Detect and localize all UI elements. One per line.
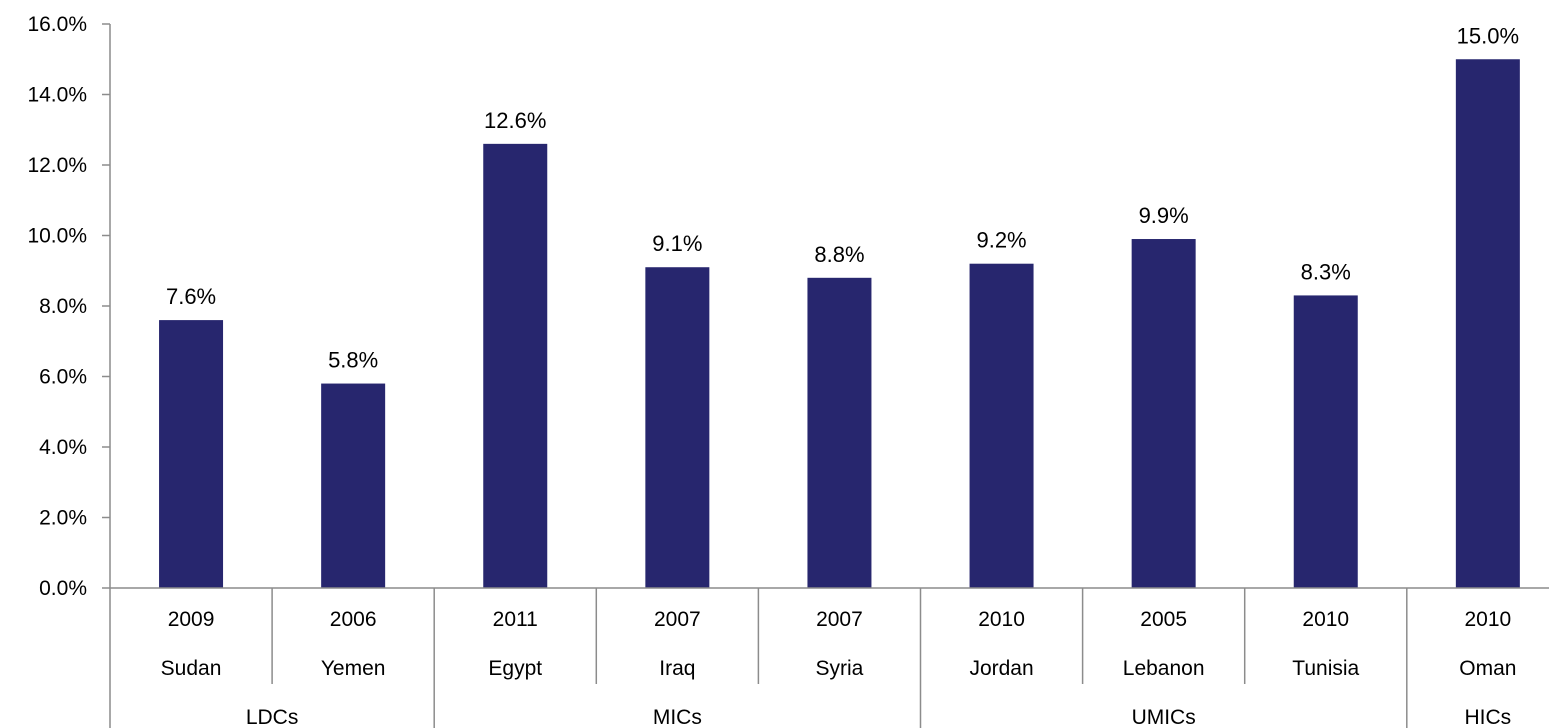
x-axis: 2009 Sudan 2006 Yemen 2011 Egypt 2007 Iraq 2007 S… bbox=[109, 587, 1549, 728]
data-label: 12.6% bbox=[484, 108, 546, 133]
bar bbox=[159, 320, 224, 588]
x-tick-label-year: 2006 bbox=[330, 608, 377, 631]
y-tick-label: 8.0% bbox=[39, 295, 87, 318]
group-label: MICs bbox=[653, 706, 702, 728]
y-tick-label: 2.0% bbox=[39, 507, 87, 530]
group-label: LDCs bbox=[246, 706, 299, 728]
bar bbox=[1293, 295, 1358, 588]
x-tick-label-year: 2007 bbox=[654, 608, 701, 631]
x-tick-label-country: Egypt bbox=[488, 657, 542, 680]
group-label: HICs bbox=[1465, 706, 1512, 728]
bar bbox=[1131, 239, 1196, 588]
x-tick-label-year: 2010 bbox=[1464, 608, 1511, 631]
y-axis: 0.0% 2.0% 4.0% 6.0% 8.0% 10.0% 12.0% 14.0% 16.0% bbox=[27, 13, 111, 600]
data-label: 15.0% bbox=[1457, 23, 1519, 48]
x-tick-label-year: 2010 bbox=[978, 608, 1025, 631]
y-tick-label: 10.0% bbox=[27, 225, 87, 248]
data-label: 8.3% bbox=[1301, 259, 1351, 284]
x-tick-label-country: Iraq bbox=[659, 657, 695, 680]
data-label: 9.9% bbox=[1139, 203, 1189, 228]
bar bbox=[321, 383, 386, 588]
x-tick-label-country: Sudan bbox=[161, 657, 222, 680]
data-label: 7.6% bbox=[166, 284, 216, 309]
bar bbox=[483, 143, 548, 588]
bar bbox=[807, 277, 872, 588]
x-tick-label-year: 2007 bbox=[816, 608, 863, 631]
y-tick-label: 4.0% bbox=[39, 436, 87, 459]
x-tick-label-country: Lebanon bbox=[1123, 657, 1205, 680]
x-tick-label-country: Yemen bbox=[321, 657, 386, 680]
bar bbox=[969, 263, 1034, 588]
x-tick-label-year: 2010 bbox=[1302, 608, 1349, 631]
data-label: 9.2% bbox=[976, 228, 1026, 253]
bar bbox=[645, 267, 710, 588]
data-labels: 7.6% 5.8% 12.6% 9.1% 8.8% 9.2% 9.9% 8.3% 15.0% bbox=[166, 23, 1519, 372]
data-label: 9.1% bbox=[652, 231, 702, 256]
x-tick-label-country: Syria bbox=[816, 657, 864, 680]
x-tick-label-year: 2011 bbox=[493, 608, 538, 631]
bars bbox=[159, 59, 1520, 588]
x-tick-label-country: Oman bbox=[1459, 657, 1516, 680]
group-label: UMICs bbox=[1132, 706, 1196, 728]
y-tick-label: 6.0% bbox=[39, 366, 87, 389]
x-tick-label-country: Jordan bbox=[969, 657, 1033, 680]
data-label: 5.8% bbox=[328, 348, 378, 373]
x-tick-label-country: Tunisia bbox=[1292, 657, 1359, 680]
y-tick-label: 0.0% bbox=[39, 577, 87, 600]
data-label: 8.8% bbox=[814, 242, 864, 267]
y-tick-label: 16.0% bbox=[27, 13, 87, 36]
y-tick-label: 12.0% bbox=[27, 154, 87, 177]
x-tick-label-year: 2005 bbox=[1140, 608, 1187, 631]
bar bbox=[1455, 59, 1520, 588]
y-tick-label: 14.0% bbox=[27, 84, 87, 107]
x-tick-label-year: 2009 bbox=[168, 608, 215, 631]
